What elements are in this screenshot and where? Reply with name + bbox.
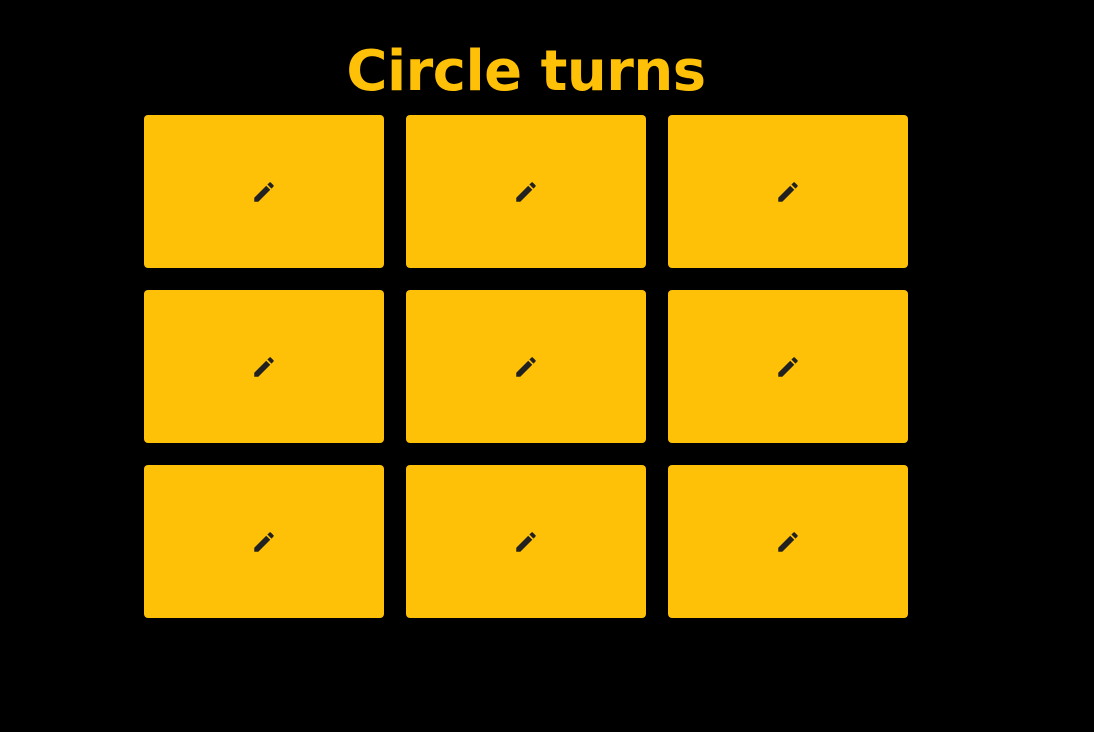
pencil-icon bbox=[251, 179, 277, 205]
board-cell-r3-c2[interactable] bbox=[406, 465, 646, 618]
pencil-icon bbox=[775, 529, 801, 555]
board-cell-r2-c2[interactable] bbox=[406, 290, 646, 443]
pencil-icon bbox=[251, 529, 277, 555]
pencil-icon bbox=[251, 354, 277, 380]
pencil-icon bbox=[775, 354, 801, 380]
pencil-icon bbox=[513, 179, 539, 205]
game-board bbox=[144, 115, 908, 618]
board-cell-r3-c3[interactable] bbox=[668, 465, 908, 618]
board-cell-r2-c3[interactable] bbox=[668, 290, 908, 443]
pencil-icon bbox=[513, 354, 539, 380]
board-cell-r2-c1[interactable] bbox=[144, 290, 384, 443]
board-cell-r1-c3[interactable] bbox=[668, 115, 908, 268]
turn-indicator: Circle turns bbox=[346, 39, 706, 104]
board-cell-r1-c1[interactable] bbox=[144, 115, 384, 268]
board-cell-r3-c1[interactable] bbox=[144, 465, 384, 618]
board-cell-r1-c2[interactable] bbox=[406, 115, 646, 268]
pencil-icon bbox=[775, 179, 801, 205]
pencil-icon bbox=[513, 529, 539, 555]
